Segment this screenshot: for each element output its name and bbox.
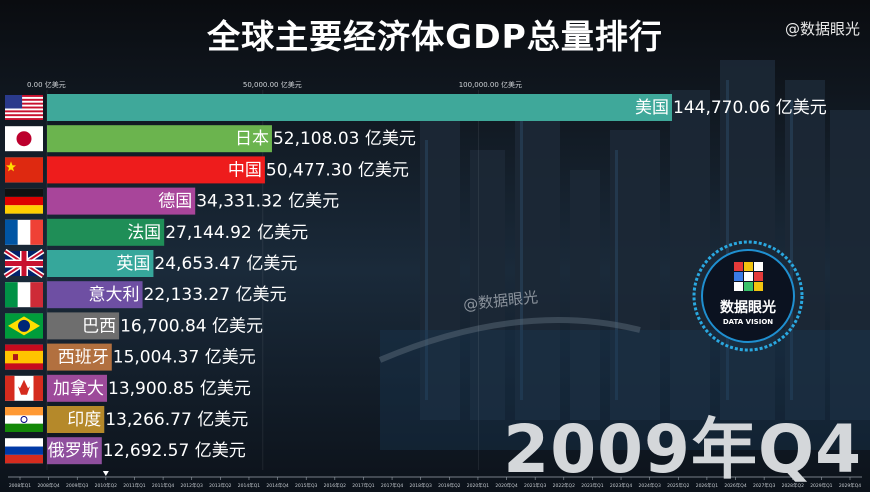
timeline-tick-label: 2017年Q4 (381, 482, 403, 489)
brazil-flag-icon (5, 313, 43, 339)
timeline-tick-label: 2014年Q4 (266, 482, 288, 489)
bar (47, 374, 108, 402)
bar (47, 312, 120, 340)
timeline-tick-label: 2015年Q3 (295, 482, 317, 489)
timeline-tick-label: 2018年Q3 (410, 482, 432, 489)
timeline-tick-label: 2008年Q4 (37, 482, 59, 489)
timeline-tick-label: 2013年Q2 (209, 482, 231, 489)
bar-value-label: 24,653.47 亿美元 (154, 254, 297, 274)
bar-value-label: 13,266.77 亿美元 (105, 410, 248, 430)
bar-category-label: 法国 (127, 223, 161, 243)
x-tick-label: 100,000.00 亿美元 (459, 80, 522, 89)
bar-category-label: 印度 (67, 410, 101, 430)
timeline-tick-label: 2026年Q1 (696, 482, 718, 489)
timeline-tick-label: 2024年Q3 (638, 482, 660, 489)
uk-flag-icon (3, 248, 45, 279)
timeline-tick-label: 2023年Q1 (581, 482, 603, 489)
timeline-tick-label: 2019年Q2 (438, 482, 460, 489)
bar (47, 125, 272, 153)
timeline-tick-label: 2012年Q3 (181, 482, 203, 489)
bar-category-label: 德国 (158, 192, 192, 212)
timeline-tick-label: 2026年Q4 (724, 482, 746, 489)
bar-value-label: 52,108.03 亿美元 (273, 129, 416, 149)
timeline-tick-label: 2009年Q3 (66, 482, 88, 489)
logo-name-cn: 数据眼光 (720, 299, 776, 316)
bar (47, 187, 196, 215)
bar-category-label: 巴西 (82, 316, 116, 336)
bar-category-label: 意大利 (89, 285, 140, 305)
bar (47, 94, 672, 121)
x-tick-label: 0.00 亿美元 (27, 80, 66, 89)
germany-flag-icon (5, 188, 43, 214)
japan-flag-icon (5, 126, 43, 152)
canada-flag-icon (5, 375, 43, 401)
timeline-tick-label: 2028年Q2 (782, 482, 804, 489)
bar-value-label: 16,700.84 亿美元 (120, 316, 263, 336)
period-label: 2009年Q4 (503, 411, 862, 488)
bar (47, 218, 165, 246)
france-flag-icon (5, 219, 43, 245)
timeline-tick-label: 2016年Q2 (324, 482, 346, 489)
bar-value-label: 15,004.37 亿美元 (113, 348, 256, 368)
timeline-tick-label: 2029年Q4 (839, 482, 861, 489)
timeline-tick-label: 2027年Q3 (753, 482, 775, 489)
chart-title: 全球主要经济体GDP总量排行 (207, 17, 663, 56)
timeline-tick-label: 2014年Q1 (238, 482, 260, 489)
watermark-top: @数据眼光 (784, 20, 860, 38)
spain-flag-icon (5, 344, 43, 370)
china-flag-icon (5, 157, 43, 183)
bar-category-label: 加拿大 (53, 378, 104, 399)
bar-category-label: 西班牙 (58, 348, 109, 368)
bar-category-label: 日本 (235, 129, 269, 149)
timeline-tick-label: 2029年Q1 (810, 482, 832, 489)
timeline-tick-label: 2020年Q4 (495, 482, 517, 489)
x-tick-label: 50,000.00 亿美元 (243, 80, 302, 89)
us-flag-icon (5, 95, 43, 120)
bar (47, 281, 143, 309)
bar (47, 343, 112, 371)
bar (47, 156, 265, 184)
bar-value-label: 13,900.85 亿美元 (108, 379, 251, 399)
bar-category-label: 英国 (116, 254, 150, 274)
india-flag-icon (5, 407, 43, 432)
timeline-tick-label: 2025年Q2 (667, 482, 689, 489)
bar-value-label: 22,133.27 亿美元 (144, 285, 287, 305)
timeline-tick-label: 2008年Q1 (9, 482, 31, 489)
italy-flag-icon (5, 282, 43, 308)
bar (47, 437, 102, 465)
bar-value-label: 50,477.30 亿美元 (266, 160, 409, 180)
bar-value-label: 34,331.32 亿美元 (196, 192, 339, 212)
timeline-tick-label: 2011年Q1 (123, 482, 145, 489)
russia-flag-icon (5, 438, 43, 464)
bar-value-label: 144,770.06 亿美元 (673, 98, 827, 118)
bar-category-label: 中国 (228, 160, 262, 180)
bar-value-label: 12,692.57 亿美元 (103, 441, 246, 461)
timeline-tick-label: 2010年Q2 (95, 482, 117, 489)
bar-category-label: 俄罗斯 (48, 441, 99, 461)
bar (47, 250, 154, 277)
timeline-tick-label: 2017年Q1 (352, 482, 374, 489)
timeline-tick-label: 2021年Q3 (524, 482, 546, 489)
timeline-tick-label: 2020年Q1 (467, 482, 489, 489)
timeline-tick-label: 2023年Q4 (610, 482, 632, 489)
bar-category-label: 美国 (635, 98, 669, 118)
data-vision-logo: 数据眼光 DATA VISION (692, 240, 804, 352)
logo-name-en: DATA VISION (723, 318, 773, 326)
timeline-marker[interactable] (102, 471, 109, 476)
timeline-tick-label: 2022年Q2 (553, 482, 575, 489)
timeline-tick-label: 2011年Q4 (152, 482, 174, 489)
bar-value-label: 27,144.92 亿美元 (165, 223, 308, 243)
bar (47, 406, 105, 433)
